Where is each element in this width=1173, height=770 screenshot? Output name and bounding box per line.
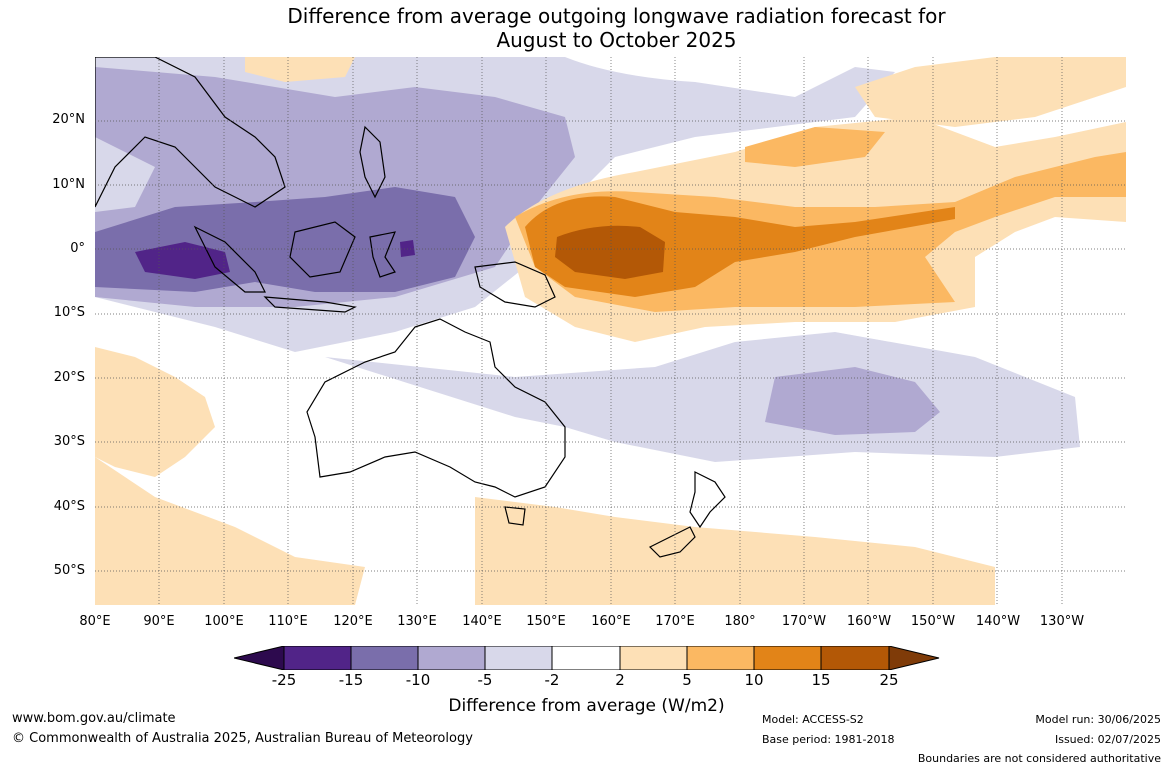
pos-2-5-region-sw bbox=[95, 347, 215, 477]
colorbar-swatch-neg-15-10 bbox=[350, 645, 419, 671]
borneo-outline bbox=[289, 221, 356, 278]
colorbar-swatch-pos-10-15 bbox=[753, 645, 822, 671]
title-line-1: Difference from average outgoing longwav… bbox=[287, 4, 946, 28]
colorbar-tick-2: 2 bbox=[615, 671, 625, 689]
pos-2-5-region-se bbox=[475, 497, 995, 605]
olr-anomaly-map bbox=[95, 57, 1126, 605]
pos-2-5-region-nw bbox=[245, 57, 355, 82]
lon-label-160w: 160°W bbox=[846, 614, 892, 629]
footer-copyright: © Commonwealth of Australia 2025, Austra… bbox=[12, 731, 473, 746]
colorbar-swatch-neg-25-15 bbox=[283, 645, 352, 671]
map-svg bbox=[95, 57, 1126, 605]
lon-label-130w: 130°W bbox=[1039, 614, 1085, 629]
asia-mainland-outline bbox=[95, 57, 286, 208]
colorbar-high-extend bbox=[888, 645, 940, 671]
footer-disclaimer: Boundaries are not considered authoritat… bbox=[917, 752, 1161, 765]
lon-label-100e: 100°E bbox=[204, 614, 244, 629]
lat-label-10n: 10°N bbox=[52, 177, 85, 192]
colorbar bbox=[233, 645, 940, 674]
colorbar-low-extend bbox=[233, 645, 285, 671]
colorbar-swatch-pos-5-10 bbox=[686, 645, 755, 671]
philippines-outline bbox=[359, 125, 386, 199]
java-outline bbox=[263, 296, 357, 313]
pos-2-5-region-south bbox=[95, 457, 365, 605]
negative-anomaly-shading bbox=[95, 57, 1080, 462]
pos-2-5-region-north bbox=[855, 57, 1126, 127]
tasmania-outline bbox=[504, 506, 526, 526]
pos-5-10-region-north bbox=[745, 127, 885, 167]
lon-label-140w: 140°W bbox=[975, 614, 1021, 629]
new-zealand-south-outline bbox=[648, 526, 696, 558]
footer-model-run: Model run: 30/06/2025 bbox=[1035, 713, 1161, 726]
lon-label-160e: 160°E bbox=[591, 614, 631, 629]
colorbar-tick-5: 5 bbox=[682, 671, 692, 689]
lon-label-140e: 140°E bbox=[462, 614, 502, 629]
colorbar-tick-neg25: -25 bbox=[271, 671, 297, 689]
colorbar-swatch-neutral bbox=[551, 645, 621, 671]
lat-label-0: 0° bbox=[70, 241, 85, 256]
new-guinea-outline bbox=[474, 261, 556, 308]
lon-label-180: 180° bbox=[724, 614, 756, 629]
australia-outline bbox=[306, 318, 566, 498]
colorbar-tick-10: 10 bbox=[744, 671, 764, 689]
colorbar-svg bbox=[233, 645, 940, 671]
neg-25-15-region-small bbox=[400, 240, 415, 257]
sumatra-outline bbox=[193, 225, 266, 293]
lat-label-10s: 10°S bbox=[53, 305, 85, 320]
colorbar-tick-neg10: -10 bbox=[405, 671, 431, 689]
footer-issued: Issued: 02/07/2025 bbox=[1054, 733, 1161, 746]
footer-base-period: Base period: 1981-2018 bbox=[762, 733, 895, 746]
lat-label-40s: 40°S bbox=[53, 499, 85, 514]
colorbar-tick-neg15: -15 bbox=[338, 671, 364, 689]
lon-label-90e: 90°E bbox=[143, 614, 175, 629]
sulawesi-outline bbox=[369, 231, 396, 278]
neg-10-5-region-south bbox=[765, 367, 940, 435]
coastlines bbox=[95, 57, 726, 558]
colorbar-swatch-pos-15-25 bbox=[820, 645, 890, 671]
colorbar-tick-neg2: -2 bbox=[544, 671, 560, 689]
lat-label-30s: 30°S bbox=[53, 434, 85, 449]
lon-label-110e: 110°E bbox=[268, 614, 308, 629]
lat-label-50s: 50°S bbox=[53, 563, 85, 578]
neg-25-15-region bbox=[135, 242, 230, 279]
colorbar-swatch-neg-10-5 bbox=[417, 645, 486, 671]
graticule bbox=[95, 57, 1126, 605]
lat-label-20s: 20°S bbox=[53, 370, 85, 385]
title-line-2: August to October 2025 bbox=[496, 28, 737, 52]
footer-model: Model: ACCESS-S2 bbox=[762, 713, 864, 726]
chart-title: Difference from average outgoing longwav… bbox=[0, 4, 1173, 52]
colorbar-tick-15: 15 bbox=[811, 671, 831, 689]
lon-label-150w: 150°W bbox=[910, 614, 956, 629]
lon-label-150e: 150°E bbox=[526, 614, 566, 629]
lon-label-80e: 80°E bbox=[79, 614, 111, 629]
colorbar-swatch-pos-2-5 bbox=[619, 645, 688, 671]
neg-5-2-region-south bbox=[325, 332, 1080, 462]
colorbar-tick-25: 25 bbox=[879, 671, 899, 689]
colorbar-tick-neg5: -5 bbox=[477, 671, 493, 689]
new-zealand-north-outline bbox=[689, 471, 726, 529]
lat-label-20n: 20°N bbox=[52, 112, 85, 127]
positive-anomaly-shading bbox=[95, 57, 1126, 605]
lon-label-170w: 170°W bbox=[781, 614, 827, 629]
colorbar-label: Difference from average (W/m2) bbox=[448, 696, 725, 716]
lon-label-120e: 120°E bbox=[333, 614, 373, 629]
footer-url: www.bom.gov.au/climate bbox=[12, 711, 176, 726]
colorbar-swatch-neg-5-2 bbox=[484, 645, 553, 671]
lon-label-130e: 130°E bbox=[397, 614, 437, 629]
pos-15-25-region bbox=[555, 225, 665, 279]
lon-label-170e: 170°E bbox=[655, 614, 695, 629]
